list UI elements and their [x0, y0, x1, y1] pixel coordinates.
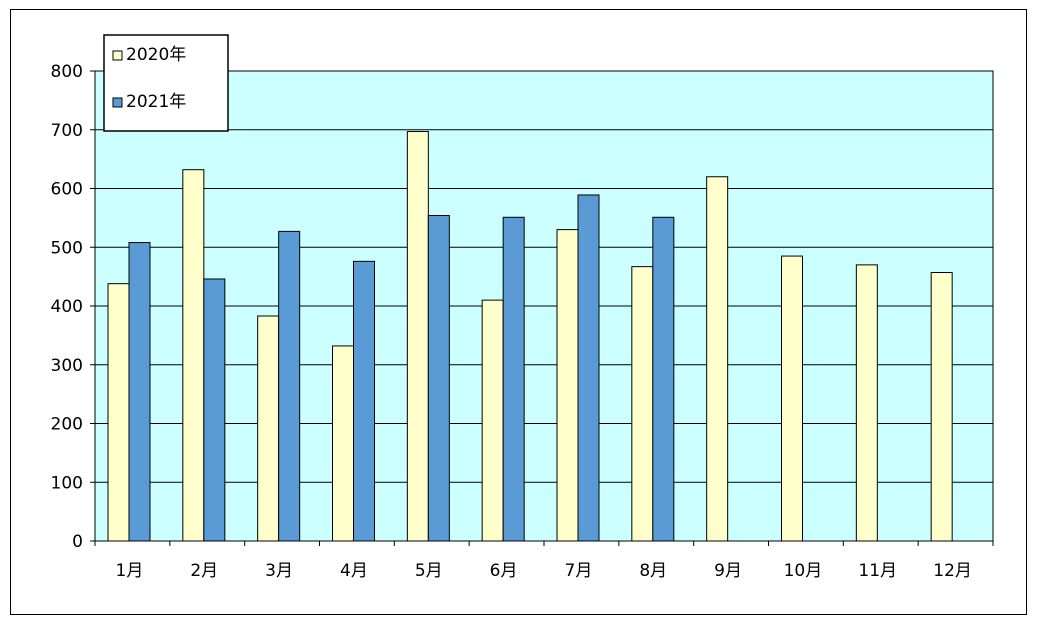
y-tick-label: 100	[51, 473, 83, 493]
x-tick-label: 9月	[714, 561, 742, 581]
y-tick-label: 700	[51, 121, 83, 141]
gridlines	[95, 129, 993, 483]
legend-swatch	[112, 50, 123, 61]
bar-series2	[577, 194, 600, 542]
bar-series2	[502, 216, 525, 542]
bar-series1	[481, 299, 504, 542]
y-axis: 0 100 200 300 400 500 600 700 800	[51, 62, 95, 552]
y-tick-label: 800	[51, 62, 83, 82]
x-tick-label: 10月	[784, 561, 823, 581]
legend-swatch	[112, 97, 123, 108]
bar-series2	[652, 216, 675, 542]
x-tick-label: 2月	[190, 561, 218, 581]
bar-series1	[406, 131, 429, 542]
bar-series1	[930, 272, 953, 542]
y-tick-label: 200	[51, 415, 83, 435]
bars	[107, 131, 953, 542]
bar-series2	[278, 230, 301, 542]
bar-series1	[107, 283, 130, 542]
legend-label: 2020年	[126, 45, 186, 65]
x-tick-label: 12月	[933, 561, 972, 581]
y-tick-label: 500	[51, 238, 83, 258]
y-tick-label: 300	[51, 356, 83, 376]
bar-series1	[855, 264, 878, 542]
x-tick-label: 1月	[116, 561, 144, 581]
x-tick-label: 4月	[340, 561, 368, 581]
x-axis: 1月 2月 3月 4月 5月 6月 7月 8月 9月 10月 11月 12月	[94, 541, 994, 581]
bar-series1	[182, 169, 205, 542]
legend-label: 2021年	[126, 92, 186, 112]
bar-series1	[257, 315, 280, 542]
legend-box	[103, 34, 229, 132]
bar-series1	[706, 176, 729, 542]
bar-series1	[631, 266, 654, 542]
y-tick-label: 400	[51, 297, 83, 317]
x-tick-label: 7月	[565, 561, 593, 581]
x-tick-label: 3月	[265, 561, 293, 581]
legend: 2020年 2021年	[103, 34, 229, 132]
y-tick-label: 0	[72, 532, 83, 552]
bar-series2	[203, 278, 226, 542]
y-tick-label: 600	[51, 180, 83, 200]
x-tick-label: 11月	[858, 561, 897, 581]
bar-series2	[427, 215, 450, 542]
x-tick-label: 5月	[415, 561, 443, 581]
x-tick-label: 6月	[490, 561, 518, 581]
x-tick-label: 8月	[639, 561, 667, 581]
bar-series2	[353, 260, 375, 542]
bar-series1	[332, 345, 354, 542]
bar-series1	[781, 255, 803, 542]
bar-series2	[128, 242, 151, 542]
bar-series1	[556, 229, 579, 542]
